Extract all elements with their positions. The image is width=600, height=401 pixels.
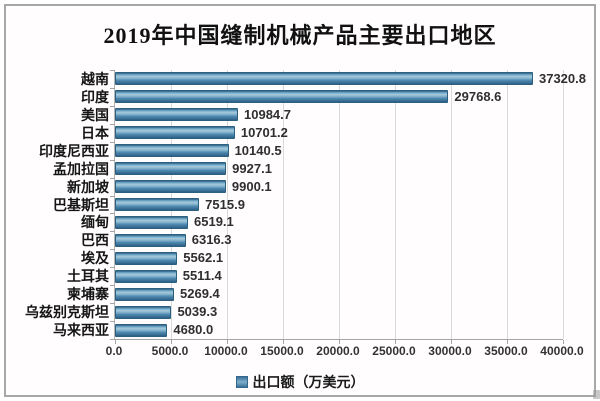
category-label: 孟加拉国 — [53, 160, 109, 177]
x-axis-label: 35000.0 — [484, 344, 528, 358]
bar — [115, 144, 229, 158]
value-label: 10140.5 — [234, 142, 282, 158]
value-label: 5269.4 — [180, 286, 220, 302]
y-axis-tick — [110, 249, 115, 251]
value-label: 4680.0 — [173, 322, 214, 338]
x-axis-tick — [451, 340, 452, 344]
value-label: 5511.4 — [182, 268, 222, 284]
bar — [115, 162, 227, 176]
chart-title: 2019年中国缝制机械产品主要出口地区 — [103, 23, 497, 48]
bar — [115, 108, 239, 122]
y-axis-tick — [110, 231, 115, 233]
bar — [115, 198, 200, 211]
y-axis-tick — [110, 285, 115, 287]
category-label: 巴西 — [81, 232, 109, 249]
bar — [115, 233, 186, 247]
value-label: 5039.3 — [177, 304, 218, 320]
x-axis-label: 25000.0 — [372, 344, 416, 358]
gridline — [339, 70, 340, 339]
gridline — [563, 70, 564, 339]
value-label: 9900.1 — [231, 178, 272, 194]
x-axis: 0.0 5000.0 10000.0 15000.0 20000.0 25000.0 300… — [6, 344, 600, 360]
category-axis: 越南 印度 美国 日本 印度尼西亚 孟加拉国 新加坡 巴基斯坦 缅甸 巴西 埃及 土耳其 柬埔寨 乌兹别克… — [6, 70, 109, 339]
y-axis-tick — [110, 267, 115, 269]
category-label: 印度 — [81, 88, 109, 105]
legend-square-icon — [235, 376, 248, 388]
y-axis-tick — [110, 87, 115, 89]
bar — [115, 251, 178, 265]
y-axis-tick — [110, 213, 115, 215]
gridline — [395, 70, 396, 339]
gridline — [227, 70, 228, 339]
y-axis-tick — [110, 177, 115, 179]
bar — [115, 90, 449, 104]
legend-label: 出口额（万美元） — [252, 374, 365, 390]
value-label: 9927.1 — [232, 160, 272, 176]
gridline — [451, 70, 452, 339]
x-axis-label: 0.0 — [105, 344, 123, 358]
x-axis-label: 30000.0 — [428, 344, 472, 358]
category-label: 印度尼西亚 — [39, 142, 109, 159]
value-label: 10984.7 — [244, 106, 292, 122]
bar — [115, 126, 235, 140]
category-label: 乌兹别克斯坦 — [25, 304, 109, 321]
y-axis-tick — [110, 141, 115, 143]
y-axis-tick — [110, 70, 115, 71]
watermark — [593, 390, 600, 399]
x-axis-tick — [563, 340, 564, 344]
plot-area: 37320.8 29768.6 10984.7 10701.2 10140.5 9927.… — [110, 70, 586, 344]
value-label: 37320.8 — [538, 70, 586, 86]
value-label: 10701.2 — [240, 124, 288, 140]
bar — [115, 215, 188, 229]
x-axis-label: 5000.0 — [151, 344, 189, 358]
category-label: 埃及 — [81, 250, 109, 267]
x-axis-tick — [115, 340, 116, 344]
y-axis-tick — [110, 159, 115, 161]
value-label: 6316.3 — [191, 232, 232, 248]
x-axis-tick — [171, 340, 172, 344]
y-axis-tick — [110, 303, 115, 305]
category-label: 巴基斯坦 — [53, 196, 109, 213]
y-axis-tick — [110, 105, 115, 107]
value-label: 5562.1 — [183, 250, 224, 266]
chart-frame: 2019年中国缝制机械产品主要出口地区 越南 印度 美国 日本 印度尼西亚 孟加拉国 新加坡… — [4, 4, 596, 397]
x-axis-tick — [339, 340, 340, 344]
bar — [115, 287, 175, 301]
legend: 出口额（万美元） — [6, 372, 594, 392]
category-label: 柬埔寨 — [67, 286, 109, 303]
gridline — [283, 70, 284, 339]
x-axis-tick — [507, 340, 508, 344]
value-label: 6519.1 — [194, 214, 234, 230]
bar — [115, 269, 177, 283]
y-axis-tick — [110, 339, 115, 340]
category-label: 日本 — [81, 124, 109, 141]
y-axis-tick — [110, 123, 115, 125]
category-label: 新加坡 — [67, 178, 109, 195]
bar — [115, 180, 226, 194]
x-axis-label: 40000.0 — [540, 344, 584, 358]
bar — [115, 305, 172, 319]
bar — [115, 323, 168, 337]
value-label: 7515.9 — [205, 196, 245, 212]
value-label: 29768.6 — [454, 88, 502, 104]
category-label: 马来西亚 — [53, 322, 109, 339]
x-axis-tick — [395, 340, 396, 344]
category-label: 缅甸 — [81, 214, 109, 231]
gridline — [507, 70, 508, 339]
y-axis-tick — [110, 195, 115, 197]
x-axis-label: 15000.0 — [260, 344, 304, 358]
x-axis-tick — [227, 340, 228, 344]
category-label: 土耳其 — [67, 268, 109, 285]
bar — [115, 72, 533, 86]
x-axis-label: 20000.0 — [316, 344, 360, 358]
category-label: 美国 — [81, 106, 109, 123]
category-label: 越南 — [81, 70, 109, 87]
y-axis-tick — [110, 321, 115, 323]
x-axis-tick — [283, 340, 284, 344]
x-axis-label: 10000.0 — [204, 344, 248, 358]
